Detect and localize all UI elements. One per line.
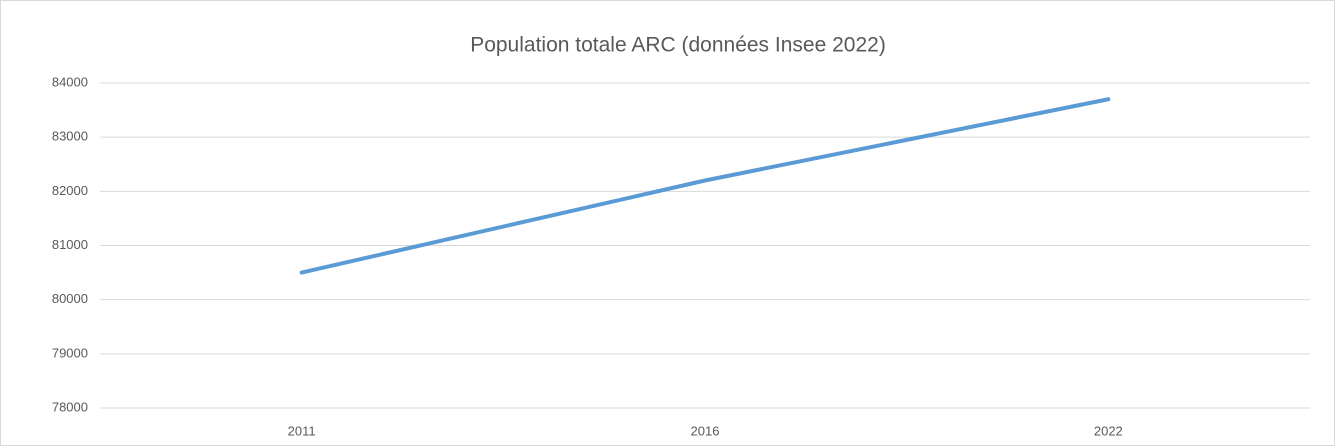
y-tick-label: 79000 — [52, 345, 88, 360]
chart-title: Population totale ARC (données Insee 202… — [470, 34, 886, 57]
y-tick-label: 84000 — [52, 74, 88, 89]
x-tick-label: 2022 — [1094, 423, 1123, 438]
y-tick-label: 80000 — [52, 291, 88, 306]
x-tick-label: 2016 — [691, 423, 720, 438]
y-tick-label: 82000 — [52, 183, 88, 198]
y-tick-label: 83000 — [52, 129, 88, 144]
y-tick-label: 81000 — [52, 237, 88, 252]
x-tick-label: 2011 — [288, 423, 316, 438]
line — [299, 97, 1111, 275]
y-tick-label: 78000 — [52, 399, 88, 414]
